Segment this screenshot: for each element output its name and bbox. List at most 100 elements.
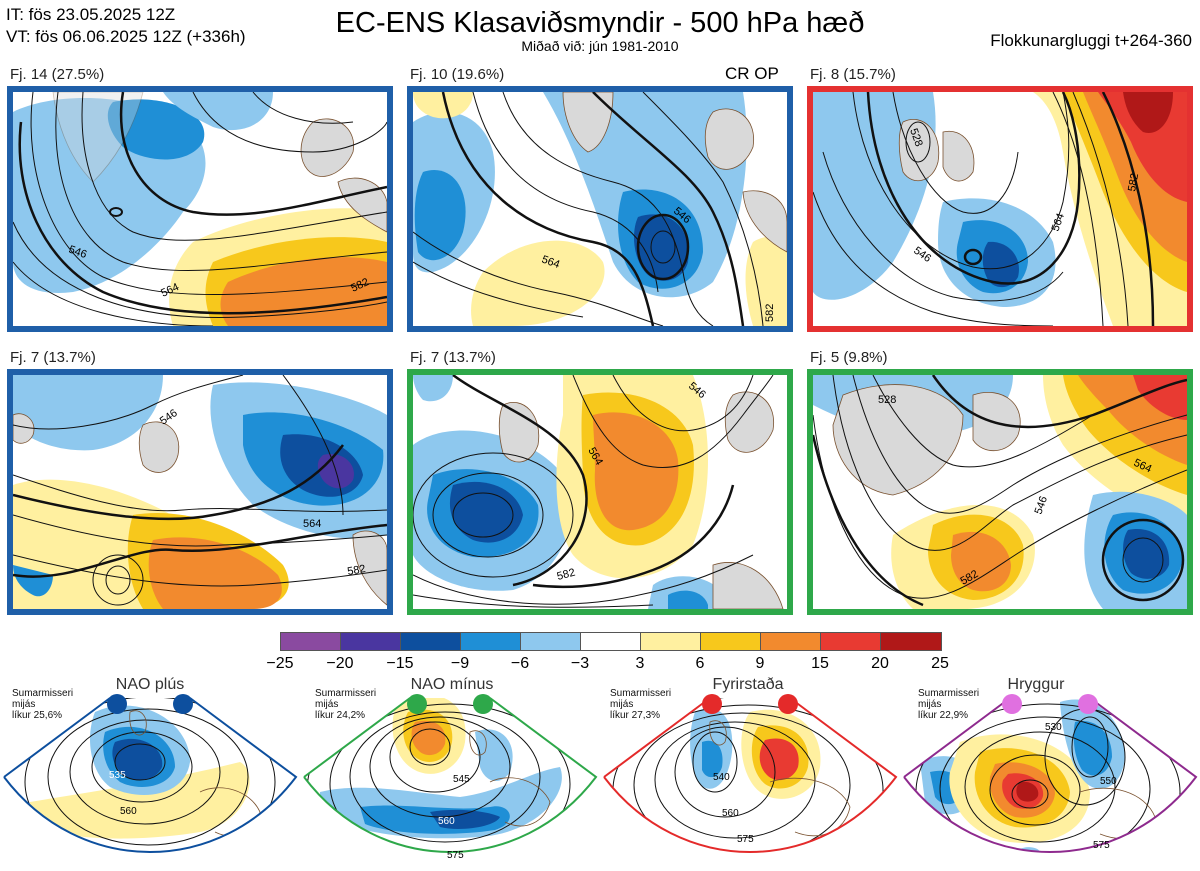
contour-label-564: 564 (303, 518, 321, 530)
anomaly-field (13, 375, 387, 609)
colorbar-segment (760, 632, 821, 651)
regime-note-line: Sumarmisseri (315, 688, 377, 699)
height-contours (413, 92, 764, 326)
contour-label-564: 564 (1050, 212, 1068, 233)
anomaly-field (413, 375, 723, 609)
colorbar-tick: 15 (811, 655, 829, 672)
colorbar-segment (340, 632, 401, 651)
contour-label: 540 (713, 772, 730, 783)
colorbar-tick: −25 (266, 655, 294, 672)
colorbar-tick: 20 (871, 655, 889, 672)
regime-title: NAO plús (115, 676, 185, 693)
contour-label-564: 564 (540, 254, 561, 272)
colorbar-tick: −6 (510, 655, 530, 672)
colorbar-tick: −20 (326, 655, 354, 672)
panel-3-label: Fj. 8 (15.7%) (810, 66, 896, 83)
regime-note: Sumarmisseri mijás líkur 25,6% (12, 688, 73, 721)
colorbar-segment (280, 632, 341, 651)
regime-marker (778, 694, 798, 714)
regime-nao-plus: Sumarmisseri mijás líkur 25,6% NAO plús (0, 672, 300, 871)
regime-note-line: mijás (918, 699, 942, 710)
page-title: EC-ENS Klasaviðsmyndir - 500 hPa hæð (335, 7, 865, 39)
regime-note-line: Sumarmisseri (610, 688, 672, 699)
panel-2-tag: CR OP (725, 64, 779, 83)
regime-marker (702, 694, 722, 714)
climatology-subtitle: Miðað við: jún 1981-2010 (521, 38, 679, 54)
panel-6-label: Fj. 5 (9.8%) (810, 349, 888, 366)
contour-label: 560 (722, 808, 739, 819)
colorbar-segment (460, 632, 521, 651)
contour-label: 575 (737, 834, 754, 845)
anomaly-field (813, 92, 1187, 326)
regime-title: Fyrirstaða (712, 676, 784, 693)
contour-label-528: 528 (878, 394, 896, 406)
land-masses (498, 391, 784, 609)
contour-label-582: 582 (346, 563, 366, 578)
regime-note-line: Sumarmisseri (918, 688, 980, 699)
contour-label: 535 (109, 770, 126, 781)
regime-note-line: líkur 25,6% (12, 710, 63, 721)
colorbar-segment (700, 632, 761, 651)
regime-nao-minus: Sumarmisseri mijás líkur 24,2% NAO mínus (300, 672, 600, 871)
colorbar-segment (820, 632, 881, 651)
contour-label: 575 (447, 850, 464, 861)
land-masses (13, 413, 387, 606)
contour-label-582: 582 (764, 304, 776, 322)
colorbar-segment (520, 632, 581, 651)
header-left: IT: fös 23.05.2025 12Z VT: fös 06.06.202… (6, 4, 246, 48)
contour-label: 560 (120, 806, 137, 817)
contour-label-582: 582 (556, 567, 577, 583)
regime-marker (1078, 694, 1098, 714)
colorbar-tick: 6 (695, 655, 705, 672)
height-contours (813, 92, 1155, 326)
colorbar-tick: 9 (755, 655, 765, 672)
land-masses (562, 92, 787, 253)
contour-label: 575 (1093, 840, 1110, 851)
regime-marker (473, 694, 493, 714)
colorbar-segment (880, 632, 942, 651)
regime-note-line: mijás (12, 699, 36, 710)
colorbar-tick: −9 (450, 655, 470, 672)
land-masses (832, 384, 1021, 496)
contour-label-546: 546 (67, 244, 88, 262)
regime-note-line: Sumarmisseri (12, 688, 74, 699)
regime-note-line: mijás (315, 699, 339, 710)
cluster-map-6: 528 546 564 582 (807, 369, 1193, 615)
regime-ridge: Sumarmisseri mijás líkur 22,9% Hryggur (900, 672, 1200, 871)
regime-note: Sumarmisseri mijás líkur 22,9% (918, 688, 979, 721)
contour-label: 550 (1100, 776, 1117, 787)
colorbar-segment (640, 632, 701, 651)
cluster-map-4: 546 564 582 (7, 369, 393, 615)
colorbar-tick: −3 (570, 655, 590, 672)
regime-marker (173, 694, 193, 714)
contour-label-582: 582 (1126, 172, 1141, 192)
regime-note-line: líkur 24,2% (315, 710, 366, 721)
height-contours (813, 375, 1187, 607)
regime-title: Hryggur (1007, 676, 1065, 693)
cluster-map-1: 546 564 582 (7, 86, 393, 332)
colorbar-tick: −15 (386, 655, 414, 672)
regime-title: NAO mínus (410, 676, 494, 693)
panel-1-label: Fj. 14 (27.5%) (10, 66, 105, 83)
classification-window: Flokkunargluggi t+264-360 (990, 31, 1192, 50)
regime-note: Sumarmisseri mijás líkur 27,3% (610, 688, 671, 721)
cluster-map-2: 546 564 582 (407, 86, 793, 332)
regime-note-line: líkur 27,3% (610, 710, 661, 721)
regime-marker (1002, 694, 1022, 714)
regime-note-line: mijás (610, 699, 634, 710)
panel-4-label: Fj. 7 (13.7%) (10, 349, 96, 366)
regime-blocking: Sumarmisseri mijás líkur 27,3% Fyrirstað… (600, 672, 900, 871)
regime-note-line: líkur 22,9% (918, 710, 969, 721)
height-contours (13, 92, 387, 326)
panel-2-label: Fj. 10 (19.6%) (410, 66, 505, 83)
colorbar-segment (400, 632, 461, 651)
cluster-map-3: 528 546 564 582 (807, 86, 1193, 332)
regime-marker (407, 694, 427, 714)
contour-label: 545 (453, 774, 470, 785)
regime-marker (107, 694, 127, 714)
height-contours (13, 375, 387, 606)
valid-time: VT: fös 06.06.2025 12Z (+336h) (6, 27, 246, 46)
colorbar-tick: 3 (635, 655, 645, 672)
panel-5-label: Fj. 7 (13.7%) (410, 349, 496, 366)
contour-label-528: 528 (907, 127, 925, 148)
